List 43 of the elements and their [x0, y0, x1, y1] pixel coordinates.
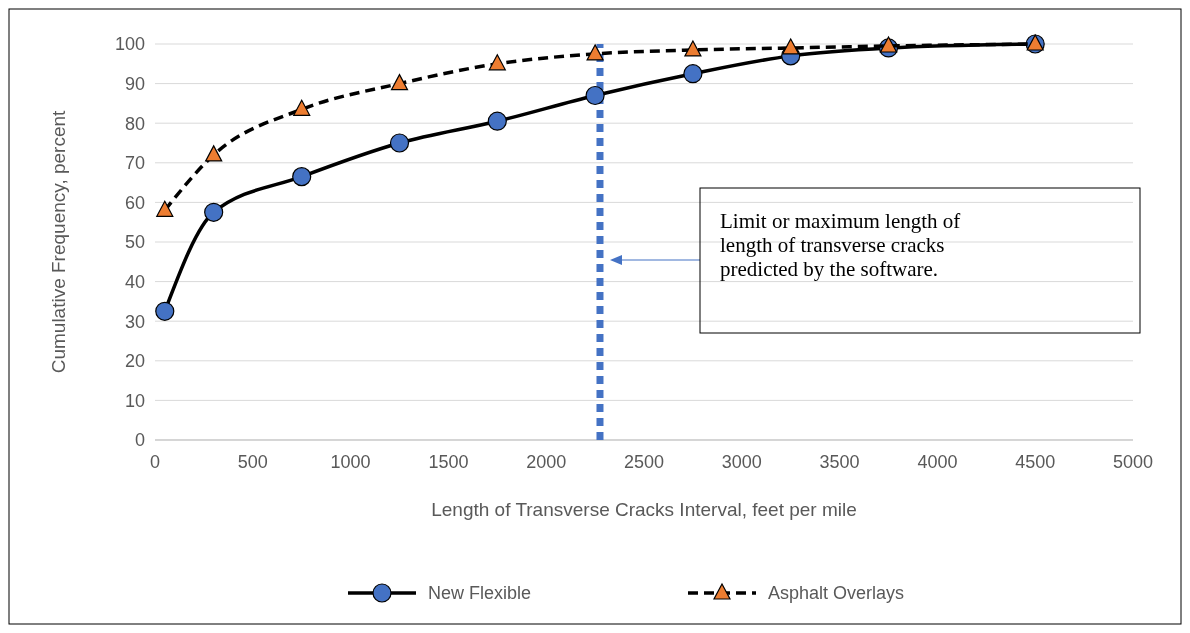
point: [389, 133, 410, 153]
point: [205, 145, 223, 162]
y-axis-title: Cumulative Frequency, percent: [48, 109, 69, 374]
point: [293, 99, 311, 116]
point: [488, 54, 506, 71]
y-tick-label: 80: [124, 113, 145, 134]
point: [782, 38, 800, 55]
x-tick-label: 4000: [917, 452, 958, 472]
x-tick-label: 3500: [819, 452, 860, 472]
point: [487, 111, 507, 131]
x-axis-title: Length of Transverse Cracks Interval, feet per mile: [431, 499, 857, 520]
y-tick-label: 50: [124, 232, 145, 253]
point: [156, 200, 174, 217]
point: [586, 44, 604, 61]
x-tick-label: 500: [237, 452, 268, 472]
x-tick-label: 1500: [428, 452, 469, 472]
annotation: Limit or maximum length of length of transverse cracks predicted by the software.: [720, 209, 961, 281]
y-tick-label: 70: [124, 153, 145, 174]
x-tick-label: 0: [149, 452, 161, 472]
legend-label: Asphalt Overlays: [768, 583, 905, 604]
x-tick-label: 4500: [1015, 452, 1056, 472]
point: [155, 301, 175, 321]
legend-label: New Flexible: [428, 583, 532, 604]
point: [204, 202, 224, 222]
y-tick-label: 30: [124, 311, 145, 332]
x-tick-label: 3000: [721, 452, 762, 472]
point: [683, 64, 703, 84]
y-tick-label: 10: [124, 390, 145, 411]
point: [390, 74, 409, 91]
point: [292, 167, 312, 187]
y-tick-label: 90: [124, 73, 145, 94]
y-tick-label: 40: [124, 271, 145, 292]
point: [684, 40, 702, 57]
y-tick-label: 100: [114, 34, 145, 55]
point: [879, 36, 898, 53]
x-tick-label: 2000: [526, 452, 567, 472]
x-tick-label: 2500: [623, 452, 665, 472]
y-tick-label: 60: [124, 192, 145, 213]
x-tick-label: 5000: [1112, 452, 1154, 472]
x-tick-label: 1000: [330, 452, 371, 472]
y-tick-label: 20: [124, 351, 145, 372]
y-tick-label: 0: [134, 430, 145, 451]
point: [585, 85, 605, 106]
